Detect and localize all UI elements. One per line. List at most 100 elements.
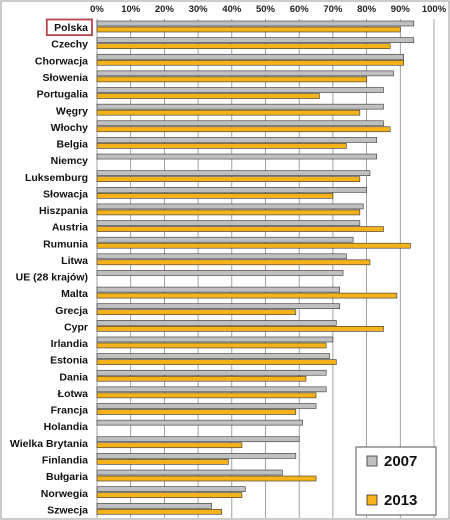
x-axis-tick-labels: 0% 10% 20% 30% 40% 50% 60% 70% 80% 90% 100% (90, 4, 447, 15)
bar-2007 (96, 37, 415, 43)
bar-2007 (96, 486, 246, 492)
bar-2007 (96, 303, 340, 310)
category-label: Chorwacja (35, 55, 88, 67)
bar-2007 (96, 286, 340, 293)
category-label: Finlandia (42, 454, 88, 466)
x-tick-label: 70% (323, 4, 343, 15)
bar-2007 (96, 220, 361, 226)
category-label: Luksemburg (25, 172, 88, 184)
category-labels: Polska Czechy Chorwacja Słowenia Portugalia W… (10, 18, 93, 516)
bar-2007 (96, 20, 415, 27)
bars (96, 20, 415, 515)
bar-2013 (96, 442, 243, 449)
bar-2013 (96, 176, 361, 182)
bar-2013 (96, 193, 334, 199)
bar-2007 (96, 469, 283, 476)
bar-2013 (96, 59, 404, 66)
category-label: Dania (59, 371, 88, 383)
legend-label: 2013 (384, 492, 417, 509)
bar-2013 (96, 26, 401, 33)
x-tick-label: 30% (189, 4, 209, 15)
bar-2013 (96, 242, 411, 249)
bar-2013 (96, 409, 297, 415)
category-label: Węgry (56, 105, 88, 117)
bar-2013 (96, 93, 320, 99)
bar-2013 (96, 209, 361, 216)
category-label: Norwegia (41, 488, 88, 500)
bar-2007 (96, 502, 212, 509)
legend-swatch (366, 455, 378, 467)
bar-2007 (96, 87, 384, 93)
bar-2007 (96, 436, 300, 443)
category-label: Hiszpania (39, 205, 88, 217)
category-label: Belgia (56, 139, 88, 151)
category-label: Polska (54, 22, 88, 34)
bar-2007 (96, 270, 344, 276)
category-label: Szwecja (47, 504, 88, 516)
bar-2007 (96, 403, 317, 409)
gridlines (96, 19, 435, 518)
x-tick-label: 40% (222, 4, 242, 15)
x-tick-label: 50% (256, 4, 276, 15)
category-label: Cypr (64, 321, 88, 333)
category-label: Estonia (50, 355, 88, 367)
bar-2013 (96, 226, 384, 232)
x-tick-label: 0% (90, 4, 104, 15)
bar-2007 (96, 453, 297, 459)
bar-2007 (96, 353, 330, 359)
bar-2007 (96, 53, 404, 60)
category-label: Słowenia (42, 72, 88, 84)
bar-2007 (96, 236, 354, 243)
category-label: Irlandia (51, 338, 89, 350)
bar-2007 (96, 120, 384, 127)
category-label: Rumunia (43, 238, 88, 250)
bar-2007 (96, 253, 347, 260)
category-label: Łotwa (58, 388, 88, 400)
category-label: UE (28 krajów) (16, 272, 88, 284)
category-label: Austria (52, 222, 88, 234)
x-tick-label: 10% (121, 4, 141, 15)
bar-2013 (96, 375, 307, 382)
bar-2013 (96, 492, 243, 498)
category-label: Czechy (51, 39, 88, 51)
legend: 2007 2013 (355, 446, 437, 516)
highlight-box (45, 18, 93, 37)
bar-2007 (96, 187, 367, 193)
bar-2007 (96, 386, 327, 393)
x-tick-label: 20% (155, 4, 175, 15)
bar-2013 (96, 143, 347, 149)
bar-2007 (96, 153, 378, 160)
bar-2007 (96, 203, 364, 210)
x-tick-label: 100% (422, 4, 447, 15)
bar-2013 (96, 326, 384, 332)
bar-2013 (96, 309, 297, 316)
category-label: Bułgaria (46, 471, 88, 483)
bar-2007 (96, 320, 337, 326)
bar-2013 (96, 508, 222, 515)
bar-2013 (96, 109, 361, 116)
bar-2013 (96, 459, 229, 465)
bar-2013 (96, 359, 337, 365)
legend-swatch (366, 494, 378, 506)
category-label: Grecja (55, 305, 88, 317)
category-label: Wielka Brytania (10, 438, 88, 450)
bar-2013 (96, 43, 391, 49)
category-label: Portugalia (37, 89, 89, 101)
bar-2007 (96, 336, 334, 343)
bar-2013 (96, 342, 327, 349)
bar-2013 (96, 259, 371, 266)
bar-2007 (96, 419, 303, 426)
bar-2013 (96, 76, 367, 83)
category-label: Słowacja (43, 188, 88, 200)
bar-2013 (96, 292, 398, 299)
bar-2007 (96, 137, 378, 143)
bar-2013 (96, 126, 391, 133)
category-label: Francja (51, 405, 89, 417)
category-label: Litwa (61, 255, 88, 267)
category-label: Niemcy (51, 155, 89, 167)
x-tick-label: 60% (290, 4, 310, 15)
bar-2013 (96, 475, 317, 482)
category-label: Malta (61, 288, 88, 300)
legend-label: 2007 (384, 453, 417, 470)
